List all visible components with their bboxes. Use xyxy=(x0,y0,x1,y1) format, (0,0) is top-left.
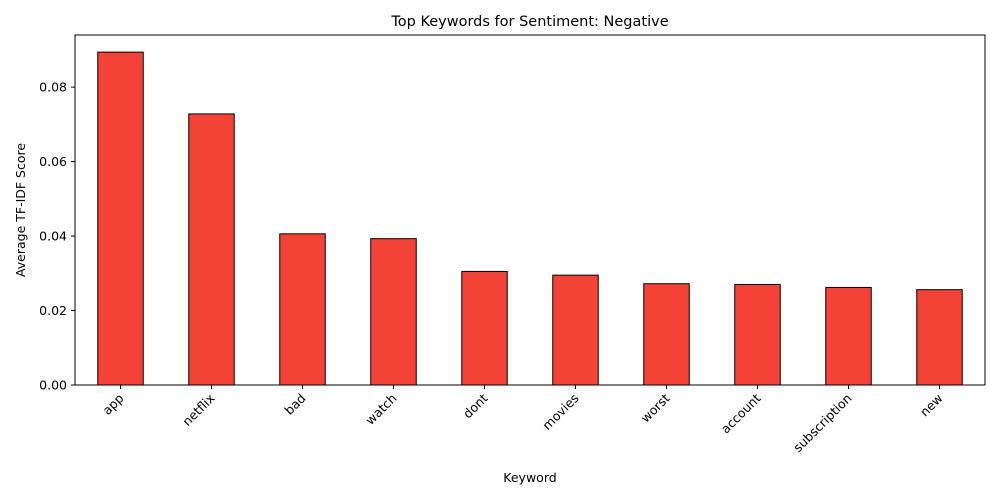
x-tick-label: account xyxy=(718,390,764,436)
bar-netflix xyxy=(188,113,235,386)
x-tick-label: movies xyxy=(539,391,581,433)
bar-worst xyxy=(643,283,690,386)
x-tick-label: dont xyxy=(460,390,491,421)
y-tick-label: 0.00 xyxy=(39,378,67,393)
x-axis-label: Keyword xyxy=(503,470,556,485)
bar-movies xyxy=(552,274,599,386)
chart-title: Top Keywords for Sentiment: Negative xyxy=(390,14,668,30)
x-tick-label: watch xyxy=(362,391,399,428)
plot-frame xyxy=(74,34,986,386)
bar-bad xyxy=(279,233,326,386)
bar-subscription xyxy=(825,286,872,386)
y-tick-label: 0.06 xyxy=(39,154,67,169)
x-tick-label: app xyxy=(99,390,126,417)
x-tick-label: netflix xyxy=(179,391,217,429)
y-axis-label: Average TF-IDF Score xyxy=(13,143,28,277)
bar-app xyxy=(97,51,144,386)
x-tick-label: new xyxy=(917,391,946,420)
y-tick-label: 0.04 xyxy=(39,229,67,244)
bar-watch xyxy=(370,238,417,386)
bar-dont xyxy=(461,270,508,386)
x-tick-label: bad xyxy=(281,391,308,418)
y-tick-label: 0.08 xyxy=(39,80,67,95)
x-axis: app netflix bad watch dont movies worst account… xyxy=(99,385,946,456)
bars-group xyxy=(97,51,963,386)
bar-account xyxy=(734,283,781,386)
x-tick-label: worst xyxy=(638,390,673,425)
y-tick-label: 0.02 xyxy=(39,303,67,318)
y-axis: 0.00 0.02 0.04 0.06 0.08 xyxy=(39,80,75,393)
x-tick-label: subscription xyxy=(790,391,855,456)
bar-new xyxy=(916,289,963,386)
